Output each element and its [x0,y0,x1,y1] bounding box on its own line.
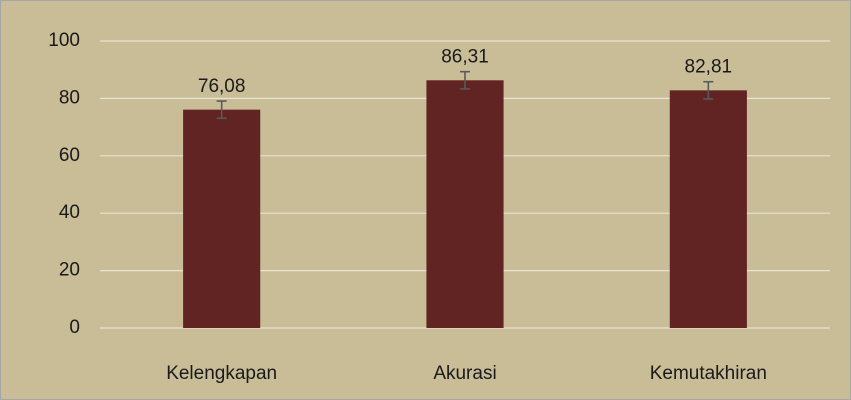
bar [426,80,504,328]
y-tick-label: 60 [59,145,80,166]
y-tick-label: 80 [59,87,80,108]
y-tick-label: 0 [69,317,80,338]
y-tick-label: 100 [48,30,80,51]
data-label: 76,08 [198,76,246,97]
error-bar [216,100,227,120]
y-tick-label: 40 [59,202,80,223]
bar [669,90,747,328]
y-tick-label: 20 [59,260,80,281]
x-tick-label: Kelengkapan [166,363,277,384]
bar [183,109,261,329]
data-label: 86,31 [441,47,489,68]
x-tick-label: Kemutakhiran [650,363,767,384]
error-bar [460,70,470,90]
error-bar [703,80,714,100]
x-tick-label: Akurasi [433,363,496,384]
data-label: 82,81 [685,57,733,78]
